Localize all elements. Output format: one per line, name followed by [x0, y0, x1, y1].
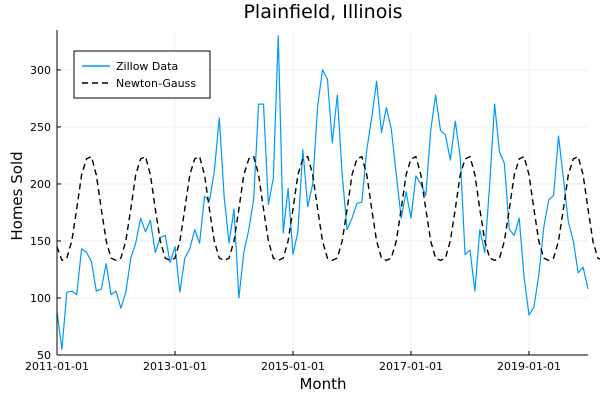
legend-box [73, 50, 211, 99]
x-tick-label: 2017-01-01 [379, 360, 443, 373]
y-tick-label: 250 [30, 121, 51, 134]
series-line-zillow-data [56, 35, 589, 350]
legend-label-zillow: Zillow Data [116, 60, 178, 73]
chart-title: Plainfield, Illinois [243, 1, 402, 23]
y-tick-label: 200 [30, 178, 51, 191]
series-lines [56, 35, 600, 350]
y-tick-label: 100 [30, 292, 51, 305]
legend: Zillow Data Newton-Gauss [73, 50, 211, 99]
y-tick-label: 300 [30, 64, 51, 77]
y-tick-labels: 50 100 150 200 250 300 [30, 64, 61, 362]
x-tick-label: 2015-01-01 [261, 360, 325, 373]
axes [56, 30, 588, 356]
x-tick-label: 2011-01-01 [25, 360, 89, 373]
y-tick-label: 50 [37, 349, 51, 362]
x-tick-label: 2019-01-01 [497, 360, 561, 373]
y-axis-label: Homes Sold [8, 151, 26, 240]
x-tick-labels: 2011-01-01 2013-01-01 2015-01-01 2017-01-01… [25, 351, 561, 373]
x-axis-label: Month [299, 375, 346, 393]
y-tick-label: 150 [30, 235, 51, 248]
legend-label-newton-gauss: Newton-Gauss [116, 77, 196, 90]
x-tick-label: 2013-01-01 [143, 360, 207, 373]
